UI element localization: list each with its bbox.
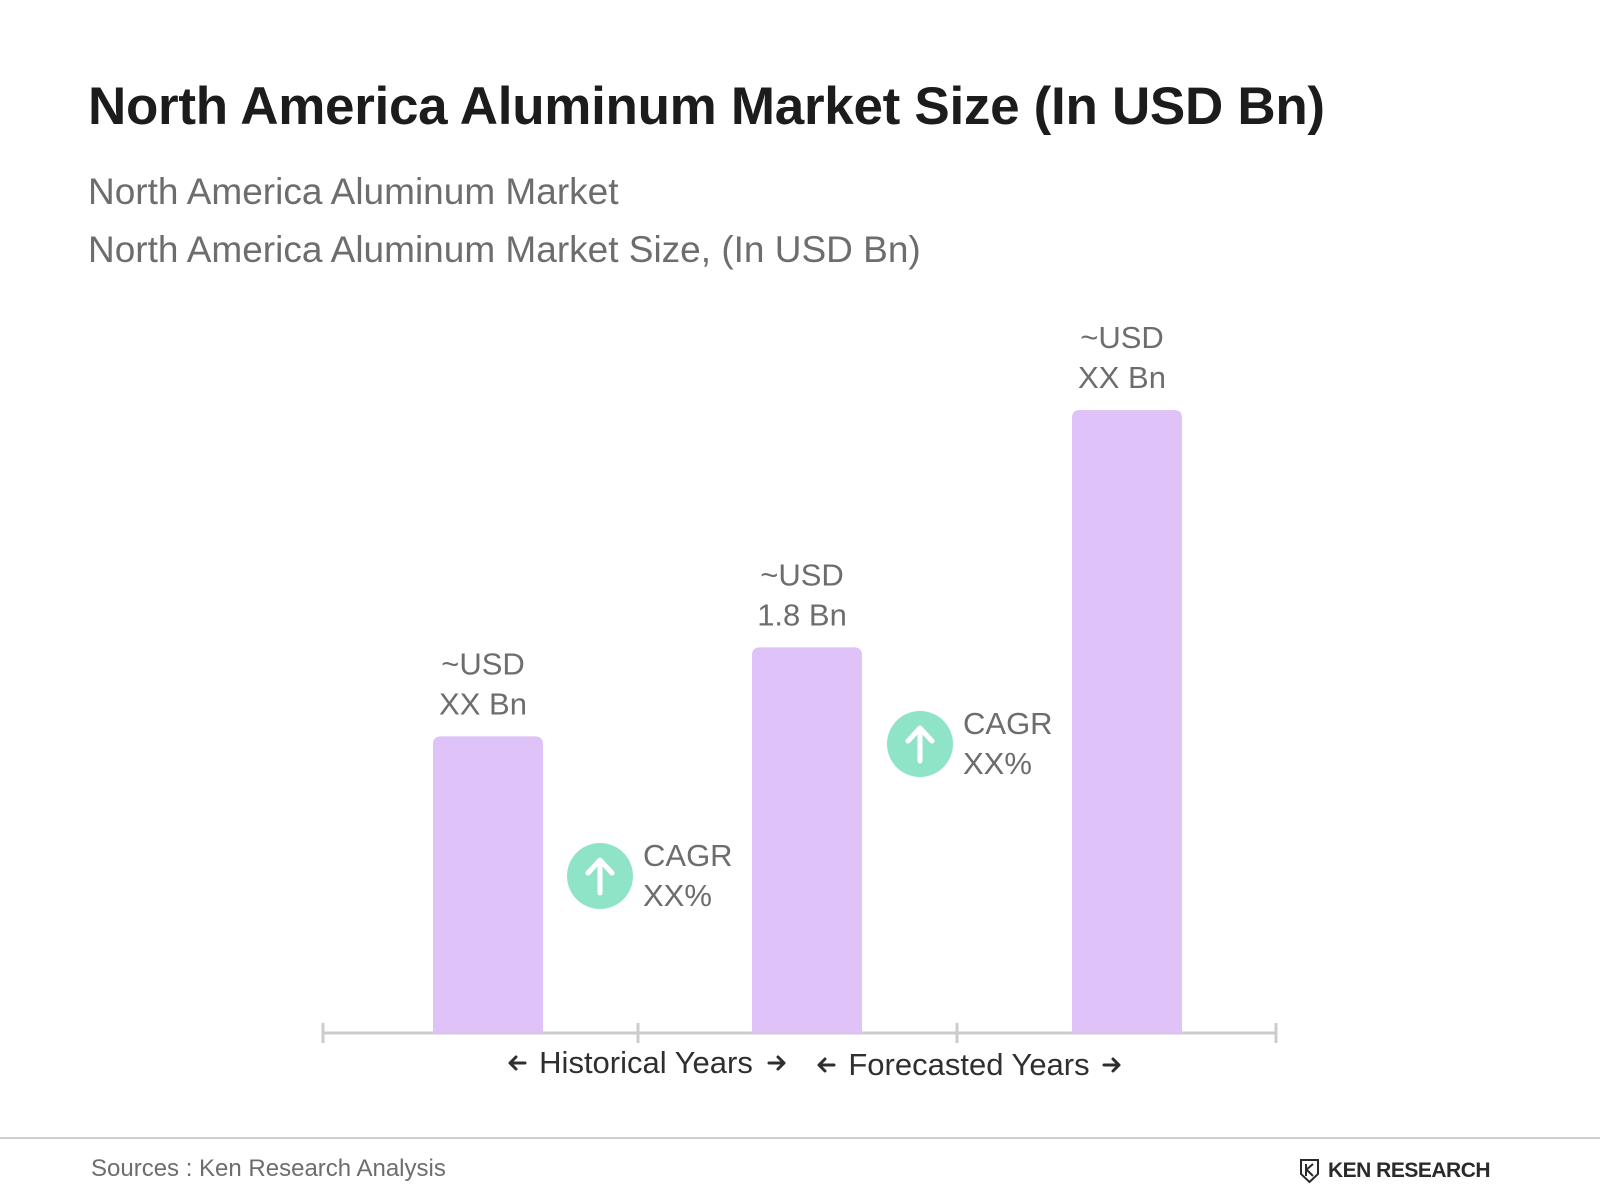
bar-1	[433, 736, 543, 1033]
brand-name: KEN RESEARCH	[1328, 1159, 1491, 1182]
cagr-label-1: CAGR	[643, 838, 733, 873]
source-note: Sources : Ken Research Analysis	[91, 1155, 446, 1182]
arrow-left-icon	[817, 1057, 836, 1073]
ken-research-logo-icon	[1300, 1159, 1319, 1184]
chart-title: North America Aluminum Market Size (In U…	[88, 77, 1325, 136]
arrow-left-icon	[508, 1055, 527, 1071]
bar-3-label-prefix: ~USD	[1080, 320, 1164, 355]
chart-subtitle-market: North America Aluminum Market	[88, 171, 619, 212]
bar-2-value-label: 1.8 Bn	[757, 597, 847, 632]
chart-subtitle-size: North America Aluminum Market Size, (In …	[88, 229, 921, 270]
arrow-right-icon	[767, 1055, 786, 1071]
bar-2	[752, 647, 862, 1033]
arrow-up-icon	[585, 857, 615, 896]
arrow-right-icon	[1102, 1057, 1121, 1073]
bar-chart: ~USD XX Bn ~USD 1.8 Bn ~USD XX Bn CAGR XX% CAGR X…	[321, 320, 1278, 1082]
bar-3-value-label: XX Bn	[1078, 360, 1166, 395]
cagr-value-2: XX%	[963, 746, 1032, 781]
arrow-up-icon	[905, 725, 935, 764]
bar-1-value-label: XX Bn	[439, 686, 527, 721]
brand-logo: KEN RESEARCH	[1298, 1158, 1491, 1184]
cagr-value-1: XX%	[643, 878, 712, 913]
period-label-1: Historical Years	[539, 1045, 753, 1080]
period-label-2: Forecasted Years	[848, 1047, 1089, 1082]
bar-1-label-prefix: ~USD	[441, 646, 525, 681]
cagr-label-2: CAGR	[963, 706, 1053, 741]
bar-3	[1072, 410, 1182, 1033]
footer-divider	[0, 1137, 1600, 1139]
bar-2-label-prefix: ~USD	[760, 557, 844, 592]
